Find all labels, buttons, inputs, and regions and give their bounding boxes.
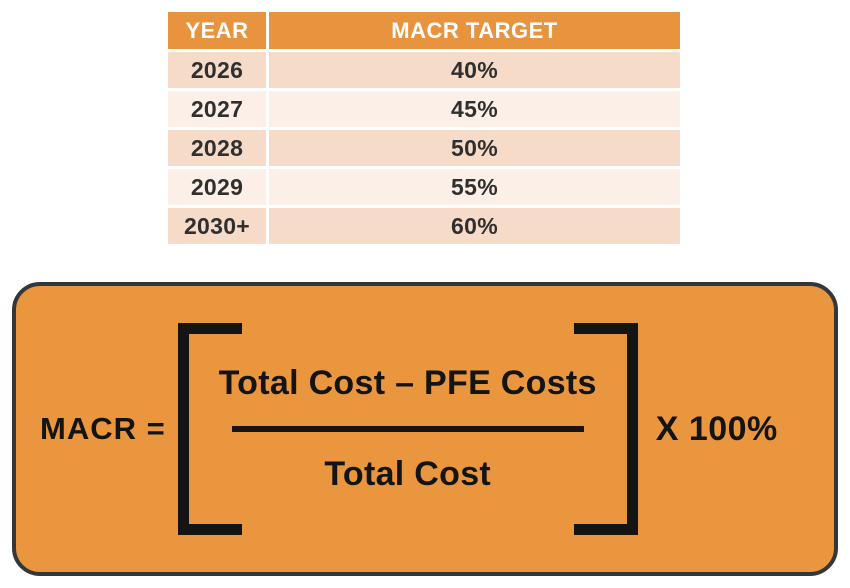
left-bracket-icon bbox=[177, 323, 242, 535]
table-cell-target: 45% bbox=[269, 91, 680, 127]
formula-fraction: Total Cost – PFE Costs Total Cost bbox=[188, 364, 628, 494]
fraction-line-icon bbox=[231, 426, 584, 432]
table-cell-year: 2026 bbox=[168, 52, 266, 88]
macr-formula: MACR = Total Cost – PFE Costs Total Cost… bbox=[16, 286, 834, 572]
table-cell-year: 2030+ bbox=[168, 208, 266, 244]
fraction-denominator: Total Cost bbox=[324, 455, 492, 493]
macr-target-table: YEAR MACR TARGET 2026 40% 2027 45% 2028 … bbox=[168, 12, 680, 244]
macr-formula-panel: MACR = Total Cost – PFE Costs Total Cost… bbox=[12, 282, 838, 576]
right-bracket-icon bbox=[573, 323, 638, 535]
column-header-macr-target: MACR TARGET bbox=[269, 12, 680, 49]
table-cell-target: 55% bbox=[269, 169, 680, 205]
table-cell-year: 2028 bbox=[168, 130, 266, 166]
table-cell-year: 2027 bbox=[168, 91, 266, 127]
table-cell-target: 60% bbox=[269, 208, 680, 244]
table-cell-target: 50% bbox=[269, 130, 680, 166]
formula-multiplier: X 100% bbox=[655, 409, 778, 448]
table-cell-target: 40% bbox=[269, 52, 680, 88]
formula-lhs: MACR = bbox=[40, 411, 166, 446]
column-header-year: YEAR bbox=[168, 12, 266, 49]
fraction-numerator: Total Cost – PFE Costs bbox=[218, 364, 597, 402]
table-cell-year: 2029 bbox=[168, 169, 266, 205]
